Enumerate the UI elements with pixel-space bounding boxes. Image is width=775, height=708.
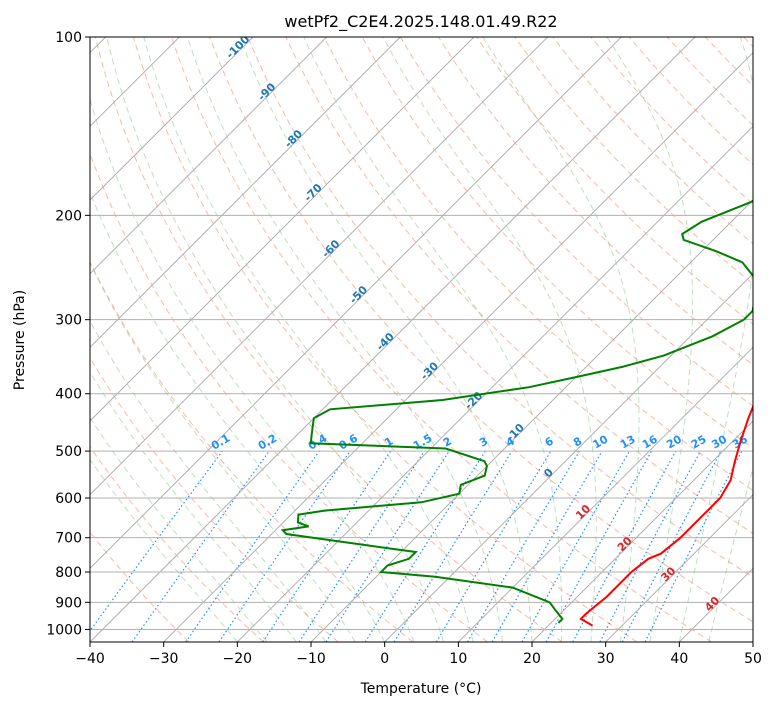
moist-adiabat [90, 370, 297, 642]
moist-adiabat [678, 37, 753, 642]
mixing-ratio-line [521, 450, 631, 642]
dry-adiabat [171, 37, 712, 642]
moist-adiabat [90, 261, 356, 642]
mixing-ratio-line [185, 450, 320, 642]
dry-adiabat [209, 37, 753, 623]
y-tick-label: 500 [55, 444, 82, 460]
mixing-ratio-line [325, 450, 450, 642]
mixing-ratio-line [298, 450, 425, 642]
x-tick-label: 20 [523, 651, 541, 667]
moist-adiabat [90, 190, 386, 642]
x-tick-label: −20 [223, 651, 253, 667]
moist-adiabat [303, 37, 563, 642]
background-lines [90, 37, 753, 642]
isotherm [90, 37, 475, 422]
moist-adiabat [482, 37, 640, 642]
x-tick-label: 30 [597, 651, 615, 667]
x-tick-label: −30 [149, 651, 179, 667]
y-tick-label: 800 [55, 565, 82, 581]
dewpoint-profile-line [280, 199, 753, 624]
moist-adiabat [239, 37, 533, 642]
y-axis-ticks: 100 200 300 400 500 600 700 800 900 1000 [46, 30, 90, 638]
moist-adiabat [606, 37, 694, 642]
x-tick-label: 0 [380, 651, 389, 667]
moist-adiabat [708, 465, 753, 642]
dry-adiabat [90, 446, 264, 642]
mixing-ratio-line [131, 450, 270, 642]
x-tick-label: −10 [296, 651, 326, 667]
x-tick-label: 50 [744, 651, 762, 667]
x-tick-label: 40 [670, 651, 688, 667]
x-axis-ticks: −40 −30 −20 −10 0 10 20 30 40 50 [75, 642, 762, 667]
isotherm [457, 346, 753, 642]
dry-adiabat [247, 37, 753, 578]
dry-adiabat [132, 37, 638, 642]
isotherm [310, 199, 753, 642]
dry-adiabat [476, 37, 753, 325]
y-axis-label: Pressure (hPa) [12, 290, 28, 390]
y-tick-label: 700 [55, 531, 82, 547]
isotherm [163, 51, 753, 642]
isotherm [605, 493, 753, 642]
moist-adiabat [106, 37, 445, 642]
mixing-ratio-line [644, 450, 743, 642]
pressure-gridlines [90, 37, 753, 630]
moist-adiabat [90, 416, 268, 642]
mixing-ratio-line [90, 450, 223, 632]
dry-adiabat [90, 260, 414, 642]
isotherm [384, 272, 753, 642]
x-tick-label: 10 [449, 651, 467, 667]
isotherm [531, 420, 753, 642]
dry-adiabat [285, 37, 753, 535]
isotherm [90, 37, 401, 349]
y-tick-label: 200 [55, 208, 82, 224]
isotherm [90, 37, 696, 642]
y-tick-label: 1000 [46, 622, 82, 638]
isotherm [90, 37, 622, 570]
dry-adiabat [90, 356, 339, 642]
chart-title: wetPf2_C2E4.2025.148.01.49.R22 [284, 12, 557, 32]
mixing-ratio-line [218, 450, 351, 642]
mixing-ratio-line [572, 450, 677, 642]
mixing-ratio-line [393, 450, 513, 642]
moist-adiabat [90, 320, 327, 642]
moist-adiabat [90, 458, 238, 642]
y-tick-label: 400 [55, 387, 82, 403]
profile-series [280, 199, 753, 627]
isotherm [90, 37, 254, 201]
moist-adiabat [187, 37, 503, 642]
mixing-ratio-line [262, 450, 392, 642]
mixing-ratio-line [545, 450, 653, 642]
dry-adiabat [94, 37, 563, 642]
y-tick-label: 300 [55, 313, 82, 329]
y-tick-label: 900 [55, 595, 82, 611]
x-tick-label: −40 [75, 651, 105, 667]
y-tick-label: 100 [55, 30, 82, 46]
x-axis-label: Temperature (°C) [360, 681, 482, 697]
plot-frame [89, 36, 754, 643]
temperature-profile-line [579, 404, 753, 627]
isotherm [90, 37, 328, 275]
dry-adiabat [514, 37, 753, 285]
moist-adiabat [382, 37, 597, 642]
isotherm [90, 37, 549, 496]
moist-adiabat [143, 37, 474, 642]
y-tick-label: 600 [55, 491, 82, 507]
dry-adiabat [323, 37, 753, 491]
